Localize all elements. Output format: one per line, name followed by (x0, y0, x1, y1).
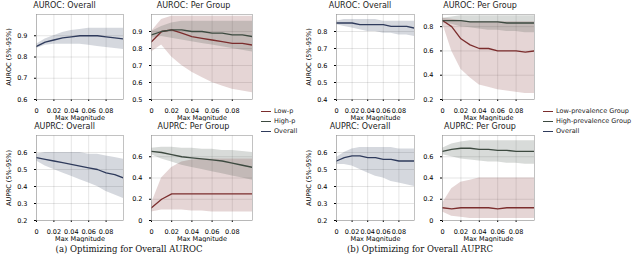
svg-text:0: 0 (149, 228, 153, 236)
svg-text:0.2: 0.2 (423, 195, 433, 203)
svg-text:0.5: 0.5 (317, 166, 327, 174)
svg-text:0.6: 0.6 (132, 153, 142, 161)
svg-text:0: 0 (429, 217, 433, 225)
svg-text:0.6: 0.6 (17, 149, 27, 157)
svg-text:0.6: 0.6 (132, 79, 142, 87)
svg-text:0.7: 0.7 (317, 45, 327, 53)
svg-text:0.4: 0.4 (423, 174, 433, 182)
svg-text:0.7: 0.7 (132, 62, 142, 70)
svg-text:0.6: 0.6 (17, 96, 27, 104)
svg-text:0.3: 0.3 (317, 200, 327, 208)
svg-text:0.04: 0.04 (184, 107, 200, 116)
svg-text:0.2: 0.2 (17, 217, 27, 225)
svg-text:0: 0 (34, 228, 38, 236)
svg-text:Max Magnitude: Max Magnitude (177, 114, 227, 122)
svg-text:0: 0 (149, 107, 153, 115)
html-text:AUROC: Per Group: AUROC: Per Group (443, 1, 517, 10)
svg-text:0.2: 0.2 (317, 217, 327, 225)
html-text:AUPRC: Per Group: AUPRC: Per Group (444, 122, 516, 131)
svg-text:0.2: 0.2 (423, 96, 433, 104)
svg-text:Max Magnitude: Max Magnitude (177, 235, 227, 243)
html-text:Low-prevalence Group: Low-prevalence Group (556, 107, 629, 115)
html-text:AUPRC: Overall: AUPRC: Overall (329, 122, 391, 131)
html-text:0.02 0.04 0.06 0.08: 0.02 0.04 0.06 0.08 (344, 228, 407, 237)
svg-text:0.02: 0.02 (164, 107, 179, 116)
svg-text:AUPRC (5%-95%): AUPRC (5%-95%) (305, 150, 313, 206)
svg-text:0.5: 0.5 (17, 166, 27, 174)
svg-text:0.8: 0.8 (317, 28, 327, 36)
html-text:High-prevalence Group: High-prevalence Group (556, 117, 632, 125)
svg-text:0.06: 0.06 (204, 228, 220, 237)
html-text:High-p: High-p (274, 117, 296, 125)
svg-text:AUROC (5%-95%): AUROC (5%-95%) (5, 28, 13, 86)
html-text:AUROC: Per Group: AUROC: Per Group (156, 1, 231, 10)
html-text:0.02 0.04 0.06 0.08: 0.02 0.04 0.06 0.08 (453, 107, 524, 116)
html-text:0.02 0.04 0.06 0.08: 0.02 0.04 0.06 0.08 (344, 107, 407, 116)
svg-text:Max Magnitude: Max Magnitude (351, 235, 401, 243)
html-text:AUROC: Overall: AUROC: Overall (33, 1, 96, 10)
html-text:Low-p: Low-p (274, 107, 294, 115)
svg-text:0.4: 0.4 (317, 96, 327, 104)
svg-text:Max Magnitude: Max Magnitude (55, 114, 105, 122)
svg-text:Max Magnitude: Max Magnitude (464, 235, 514, 243)
svg-text:0.9: 0.9 (17, 32, 27, 40)
svg-text:0.5: 0.5 (132, 96, 142, 104)
svg-text:AUPRC (5%-95%): AUPRC (5%-95%) (5, 150, 13, 206)
svg-text:0.6: 0.6 (423, 153, 433, 161)
svg-text:Max Magnitude: Max Magnitude (351, 114, 401, 122)
html-text:(a) Optimizing for Overall AUR: (a) Optimizing for Overall AUROC (55, 244, 203, 254)
svg-text:0.7: 0.7 (17, 74, 27, 82)
svg-text:0.04: 0.04 (184, 228, 200, 237)
svg-text:0: 0 (34, 107, 38, 115)
svg-text:0.3: 0.3 (17, 200, 27, 208)
svg-text:0.8: 0.8 (17, 53, 27, 61)
svg-text:0.2: 0.2 (132, 195, 142, 203)
svg-text:0.6: 0.6 (423, 47, 433, 55)
html-text:AUPRC: Per Group: AUPRC: Per Group (157, 122, 230, 131)
html-text:0.02 0.04 0.06 0.08: 0.02 0.04 0.06 0.08 (46, 107, 114, 116)
svg-text:0.6: 0.6 (317, 149, 327, 157)
html-text:0.02 0.04 0.06 0.08: 0.02 0.04 0.06 0.08 (453, 228, 524, 237)
svg-text:0.8: 0.8 (423, 23, 433, 31)
svg-text:AUROC (5%-95%): AUROC (5%-95%) (305, 28, 313, 86)
svg-text:0.5: 0.5 (317, 79, 327, 87)
svg-text:Max Magnitude: Max Magnitude (464, 114, 514, 122)
svg-text:0.08: 0.08 (225, 107, 239, 115)
svg-text:0.4: 0.4 (132, 174, 142, 182)
svg-text:0: 0 (334, 107, 338, 115)
svg-text:0: 0 (138, 217, 142, 225)
html-text:AUPRC: Overall: AUPRC: Overall (34, 122, 95, 131)
html-text:0.02 0.04 0.06 0.08: 0.02 0.04 0.06 0.08 (46, 228, 114, 237)
svg-text:0: 0 (334, 228, 338, 236)
svg-text:0.8: 0.8 (132, 45, 142, 53)
svg-text:0: 0 (440, 228, 444, 236)
svg-text:0.4: 0.4 (17, 183, 27, 191)
html-text:AUROC: Overall: AUROC: Overall (328, 1, 392, 10)
svg-text:0.06: 0.06 (204, 107, 220, 116)
svg-text:0.4: 0.4 (317, 183, 327, 191)
svg-text:0.08: 0.08 (225, 228, 239, 236)
html-text:Overall: Overall (274, 127, 298, 135)
svg-text:0: 0 (440, 107, 444, 115)
svg-text:0.9: 0.9 (132, 28, 142, 36)
html-text:Overall: Overall (556, 127, 580, 135)
svg-text:0.4: 0.4 (423, 71, 433, 79)
svg-text:0.02: 0.02 (164, 228, 179, 237)
svg-text:Max Magnitude: Max Magnitude (55, 235, 105, 243)
html-text:(b) Optimizing for Overall AUP: (b) Optimizing for Overall AUPRC (347, 244, 493, 254)
svg-text:0.6: 0.6 (317, 62, 327, 70)
